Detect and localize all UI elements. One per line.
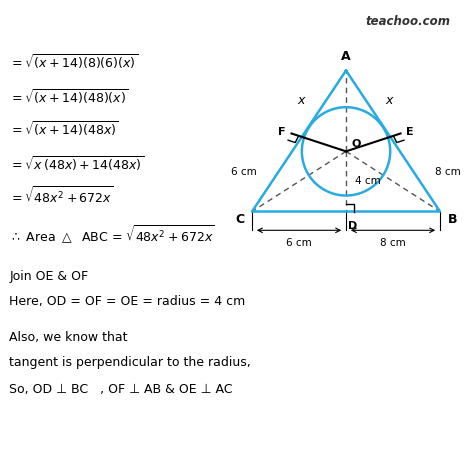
Text: O: O bbox=[352, 139, 361, 149]
Text: $= \sqrt{x\,(48x) + 14(48x)}$: $= \sqrt{x\,(48x) + 14(48x)}$ bbox=[9, 154, 145, 173]
Text: $= \sqrt{(x + 14)(8)(6)(x)}$: $= \sqrt{(x + 14)(8)(6)(x)}$ bbox=[9, 53, 138, 72]
Text: Also, we know that: Also, we know that bbox=[9, 331, 128, 344]
Text: C: C bbox=[236, 213, 245, 227]
Text: $x$: $x$ bbox=[385, 94, 395, 107]
Text: 4 cm: 4 cm bbox=[356, 176, 381, 186]
Text: $= \sqrt{(x + 14)(48)(x)}$: $= \sqrt{(x + 14)(48)(x)}$ bbox=[9, 87, 129, 106]
Text: 6 cm: 6 cm bbox=[286, 238, 312, 248]
Text: F: F bbox=[278, 127, 286, 137]
Text: Here, OD = OF = OE = radius = 4 cm: Here, OD = OF = OE = radius = 4 cm bbox=[9, 295, 246, 308]
Text: E: E bbox=[406, 127, 414, 137]
Text: 8 cm: 8 cm bbox=[435, 167, 461, 177]
Text: $\therefore$ Area $\triangle$  ABC = $\sqrt{48x^2 + 672x}$: $\therefore$ Area $\triangle$ ABC = $\sq… bbox=[9, 223, 215, 246]
Text: 6 cm: 6 cm bbox=[231, 167, 257, 177]
Text: B: B bbox=[447, 213, 457, 227]
Text: $= \sqrt{48x^2 + 672x}$: $= \sqrt{48x^2 + 672x}$ bbox=[9, 185, 114, 206]
Text: So, OD ⊥ BC   , OF ⊥ AB & OE ⊥ AC: So, OD ⊥ BC , OF ⊥ AB & OE ⊥ AC bbox=[9, 383, 233, 396]
Text: tangent is perpendicular to the radius,: tangent is perpendicular to the radius, bbox=[9, 356, 251, 369]
Text: Join OE & OF: Join OE & OF bbox=[9, 270, 88, 283]
Text: $= \sqrt{(x + 14)(48x)}$: $= \sqrt{(x + 14)(48x)}$ bbox=[9, 119, 119, 138]
Text: A: A bbox=[341, 50, 351, 63]
Text: teachoo.com: teachoo.com bbox=[365, 15, 451, 28]
Text: D: D bbox=[348, 221, 357, 231]
Text: 8 cm: 8 cm bbox=[380, 238, 406, 248]
Text: $x$: $x$ bbox=[297, 94, 307, 107]
